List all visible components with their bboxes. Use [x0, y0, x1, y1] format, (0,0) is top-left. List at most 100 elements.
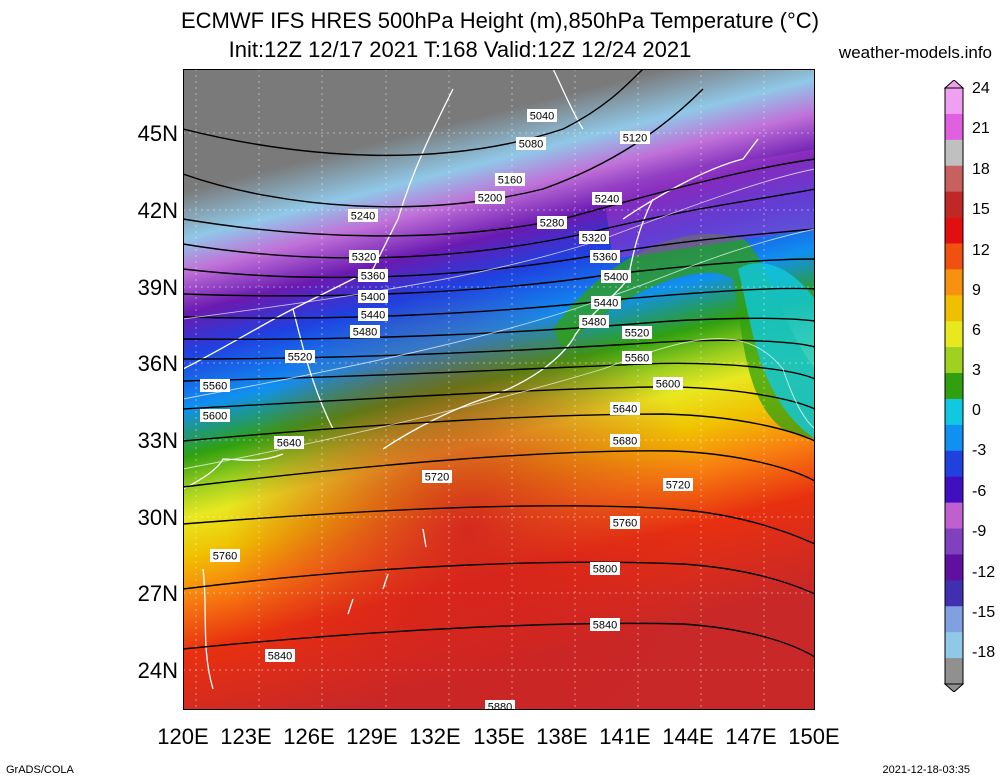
colorbar-label: -15 — [972, 604, 996, 621]
colorbar-swatch — [945, 88, 963, 115]
lon-label: 150E — [788, 724, 840, 749]
colorbar-label: 15 — [972, 201, 990, 218]
chart-subtitle: Init:12Z 12/17 2021 T:168 Valid:12Z 12/2… — [228, 37, 692, 62]
contour-label: 5240 — [351, 211, 375, 223]
footer-timestamp: 2021-12-18-03:35 — [882, 764, 970, 776]
contour-label: 5880 — [488, 702, 512, 711]
contour-label: 5160 — [498, 175, 522, 187]
lat-label: 33N — [137, 428, 178, 453]
site-label: weather-models.info — [838, 43, 992, 62]
contour-label: 5560 — [203, 381, 227, 393]
lat-label: 45N — [137, 121, 178, 146]
contour-label: 5640 — [277, 438, 301, 450]
colorbar-label: 9 — [972, 282, 981, 299]
lon-label: 126E — [283, 724, 335, 749]
colorbar-swatch — [945, 450, 963, 478]
contour-label: 5440 — [594, 298, 618, 310]
weather-map: 5040 5080 5120 5160 5200 5240 5240 5280 … — [183, 69, 815, 710]
contour-label: 5440 — [361, 310, 385, 322]
lat-label: 36N — [137, 351, 178, 376]
contour-label: 5520 — [625, 328, 649, 340]
colorbar-swatch — [945, 476, 963, 504]
footer-credit: GrADS/COLA — [6, 764, 74, 776]
contour-label: 5400 — [604, 272, 628, 284]
contour-label: 5360 — [361, 271, 385, 283]
lon-label: 120E — [157, 724, 209, 749]
lat-label: 42N — [137, 198, 178, 223]
lat-label: 30N — [137, 505, 178, 530]
colorbar-label: 0 — [972, 402, 981, 419]
colorbar-label: 21 — [972, 120, 990, 137]
contour-label: 5320 — [582, 233, 606, 245]
lat-label: 24N — [137, 658, 178, 683]
colorbar-swatch — [945, 243, 963, 270]
lon-label: 135E — [473, 724, 525, 749]
contour-label: 5640 — [613, 404, 637, 416]
contour-label: 5360 — [593, 252, 617, 264]
contour-label: 5280 — [540, 218, 564, 230]
colorbar-swatch — [945, 165, 963, 193]
contour-label: 5400 — [361, 292, 385, 304]
colorbar-arrow-top — [943, 80, 965, 89]
lat-label: 27N — [137, 581, 178, 606]
contour-label: 5720 — [666, 480, 690, 492]
colorbar-label: 12 — [972, 242, 990, 259]
chart-title: ECMWF IFS HRES 500hPa Height (m),850hPa … — [180, 8, 820, 33]
lon-label: 144E — [662, 724, 714, 749]
colorbar-swatch — [945, 373, 963, 400]
colorbar-swatch — [945, 113, 963, 141]
colorbar-swatch — [945, 658, 963, 685]
contour-label: 5320 — [352, 252, 376, 264]
contour-label: 5800 — [593, 564, 617, 576]
colorbar — [943, 80, 965, 692]
colorbar-label: -18 — [972, 644, 996, 661]
lat-label: 39N — [137, 275, 178, 300]
colorbar-swatch — [945, 217, 963, 244]
lon-label: 141E — [599, 724, 651, 749]
colorbar-swatch — [945, 321, 963, 348]
contour-label: 5760 — [213, 551, 237, 563]
contour-label: 5760 — [613, 518, 637, 530]
colorbar-label: 6 — [972, 322, 981, 339]
colorbar-swatch — [945, 554, 963, 581]
contour-label: 5120 — [623, 133, 647, 145]
colorbar-swatch — [945, 580, 963, 607]
contour-label: 5080 — [519, 139, 543, 151]
colorbar-arrow-bottom — [943, 683, 965, 692]
contour-label: 5680 — [613, 436, 637, 448]
colorbar-label: -3 — [972, 442, 987, 459]
contour-label: 5240 — [595, 194, 619, 206]
colorbar-label: 24 — [972, 80, 990, 97]
contour-label: 5840 — [593, 620, 617, 632]
colorbar-label: 18 — [972, 161, 990, 178]
colorbar-swatch — [945, 424, 963, 452]
lon-label: 138E — [536, 724, 588, 749]
contour-label: 5840 — [268, 651, 292, 663]
colorbar-label: -12 — [972, 564, 996, 581]
contour-label: 5560 — [625, 353, 649, 365]
contour-label: 5480 — [353, 327, 377, 339]
lon-label: 147E — [725, 724, 777, 749]
colorbar-swatch — [945, 502, 963, 530]
contour-label: 5600 — [203, 411, 227, 423]
colorbar-label: 3 — [972, 362, 981, 379]
contour-label: 5600 — [656, 379, 680, 391]
colorbar-swatch — [945, 191, 963, 219]
colorbar-swatch — [945, 398, 963, 426]
colorbar-label: -6 — [972, 483, 987, 500]
colorbar-swatch — [945, 632, 963, 659]
colorbar-swatch — [945, 269, 963, 296]
colorbar-label: -9 — [972, 523, 987, 540]
lon-label: 123E — [220, 724, 272, 749]
colorbar-swatch — [945, 606, 963, 633]
contour-label: 5200 — [478, 193, 502, 205]
contour-label: 5520 — [288, 352, 312, 364]
colorbar-swatch — [945, 139, 963, 167]
contour-label: 5480 — [582, 317, 606, 329]
colorbar-swatch — [945, 295, 963, 322]
colorbar-swatch — [945, 347, 963, 374]
colorbar-swatch — [945, 528, 963, 555]
lon-label: 129E — [346, 724, 398, 749]
contour-label: 5720 — [425, 472, 449, 484]
lon-label: 132E — [409, 724, 461, 749]
